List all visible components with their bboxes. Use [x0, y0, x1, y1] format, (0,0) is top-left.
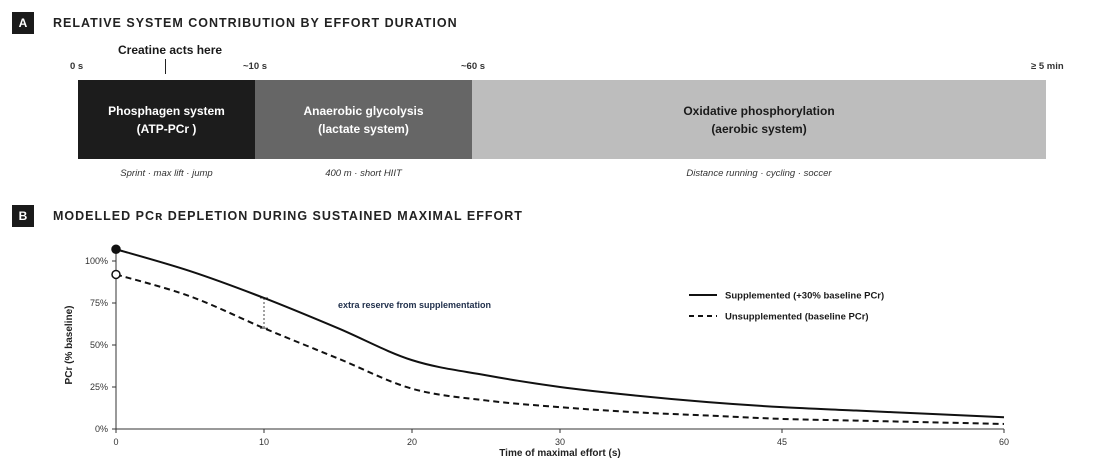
phase-oxidative-sub: (aerobic system): [711, 121, 807, 136]
tick-60s: ~60 s: [461, 61, 486, 72]
x-tick-label: 45: [777, 437, 787, 447]
series-supplemented-line: [115, 248, 1005, 419]
supplemented-start-point: [111, 244, 121, 254]
x-tick-label: 60: [999, 437, 1009, 447]
x-tick-label: 10: [259, 437, 269, 447]
panel-a-title: RELATIVE SYSTEM CONTRIBUTION BY EFFORT D…: [53, 16, 458, 30]
creatine-marker: [165, 59, 166, 74]
legend-supplemented: Supplemented (+30% baseline PCr): [725, 291, 884, 302]
tick-10s: ~10 s: [243, 61, 268, 72]
series-unsupplemented-line: [115, 273, 1005, 425]
legend-unsupplemented: Unsupplemented (baseline PCr): [725, 312, 869, 323]
y-tick-label: 50%: [90, 340, 108, 350]
x-tick-label: 30: [555, 437, 565, 447]
phase-oxidative-example: Distance running · cycling · soccer: [686, 168, 832, 179]
phase-phosphagen-example: Sprint · max lift · jump: [120, 168, 213, 179]
tick-5min: ≥ 5 min: [1031, 61, 1064, 72]
reserve-annotation: extra reserve from supplementation: [338, 300, 491, 310]
panel-b-badge: B: [12, 205, 34, 227]
y-tick-label: 0%: [95, 424, 108, 434]
phase-oxidative-name: Oxidative phosphorylation: [683, 103, 835, 118]
y-axis-label: PCr (% baseline): [64, 306, 75, 385]
tick-0s: 0 s: [70, 61, 84, 72]
phase-phosphagen-sub: (ATP-PCr ): [136, 121, 197, 136]
x-tick-label: 20: [407, 437, 417, 447]
y-tick-label: 100%: [85, 256, 108, 266]
x-axis-label: Time of maximal effort (s): [499, 448, 621, 459]
y-tick-label: 75%: [90, 298, 108, 308]
panel-a-badge: A: [12, 12, 34, 34]
phase-phosphagen: Phosphagen system (ATP-PCr ): [78, 80, 255, 159]
phase-glycolysis-example: 400 m · short HIIT: [325, 168, 402, 179]
unsupplemented-start-point: [111, 269, 121, 280]
y-tick-label: 25%: [90, 382, 108, 392]
phase-phosphagen-name: Phosphagen system: [108, 103, 225, 118]
x-tick-label: 0: [113, 437, 118, 447]
creatine-annotation: Creatine acts here: [118, 43, 223, 57]
phase-glycolysis-name: Anaerobic glycolysis: [303, 103, 424, 118]
panel-b-title: MODELLED PCʀ DEPLETION DURING SUSTAINED …: [53, 209, 523, 223]
phase-glycolysis-sub: (lactate system): [318, 121, 409, 136]
phase-glycolysis: Anaerobic glycolysis (lactate system): [255, 80, 472, 159]
phase-oxidative: Oxidative phosphorylation (aerobic syste…: [472, 80, 1046, 159]
